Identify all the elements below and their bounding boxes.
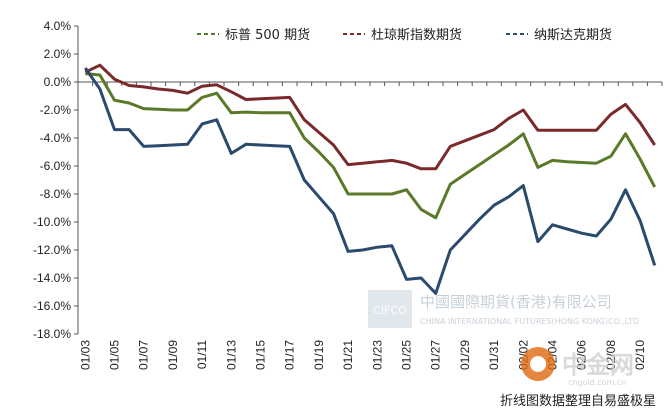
legend-label-1: 杜琼斯指数期货 (371, 27, 462, 43)
y-tick-label: 2.0% (44, 47, 72, 61)
x-tick-label: 01/19 (312, 340, 326, 370)
x-tick-label: 02/10 (633, 340, 647, 370)
source-caption: 折线图数据整理自易盛极星 (500, 394, 656, 409)
x-tick-label: 01/31 (487, 340, 501, 370)
company-watermark: CIFCO 中國國際期貨(香港)有限公司 CHINA INTERNATIONAL… (368, 290, 639, 328)
legend-label-2: 纳斯达克期货 (534, 27, 612, 43)
x-tick-label: 01/05 (108, 340, 122, 370)
x-axis-ticks: 01/03 01/05 01/07 01/09 01/11 01/13 01/15 01/17… (77, 82, 663, 370)
y-tick-label: -18.0% (33, 327, 71, 341)
x-tick-label: 01/17 (283, 340, 297, 370)
site-logo-icon-inner (530, 356, 546, 372)
legend-label-0: 标普 500 期货 (225, 27, 310, 43)
x-tick-label: 01/13 (224, 340, 238, 370)
x-tick-label: 01/11 (195, 340, 209, 369)
series-line-2 (84, 67, 657, 295)
y-tick-label: -10.0% (33, 215, 71, 229)
x-tick-label: 02/06 (575, 340, 589, 370)
y-tick-label: -12.0% (33, 243, 71, 257)
y-axis-ticks: 4.0% 2.0% 0.0% -2.0% -4.0% -6.0% -8.0% -10.0% -1… (33, 19, 78, 341)
cifco-logo-block (368, 290, 412, 328)
x-tick-label: 02/08 (604, 340, 618, 370)
x-tick-label: 01/21 (341, 340, 355, 370)
x-tick-label: 01/23 (370, 340, 384, 370)
site-logo-name: 中金网 (562, 351, 634, 379)
site-logo-url: cngold.com.cn (568, 378, 626, 387)
y-tick-label: 0.0% (44, 75, 72, 89)
legend: 标普 500 期货 杜琼斯指数期货 纳斯达克期货 (197, 27, 612, 43)
x-tick-label: 01/07 (137, 340, 151, 370)
site-logo: 中金网 cngold.com.cn (521, 347, 634, 387)
series-line-1 (84, 63, 656, 171)
series-group (84, 63, 657, 295)
y-tick-label: -6.0% (40, 159, 72, 173)
y-tick-label: -16.0% (33, 299, 71, 313)
y-tick-label: -14.0% (33, 271, 71, 285)
x-tick-label: 01/25 (400, 340, 414, 370)
x-tick-label: 01/15 (254, 340, 268, 370)
y-tick-label: -8.0% (40, 187, 72, 201)
x-tick-label: 01/29 (458, 340, 472, 370)
y-tick-label: 4.0% (44, 19, 72, 33)
y-tick-label: -2.0% (40, 103, 72, 117)
cifco-logo-text: CIFCO (373, 304, 407, 317)
watermark-company-cn: 中國國際期貨(香港)有限公司 (420, 293, 612, 311)
y-tick-label: -4.0% (40, 131, 72, 145)
watermark-company-en: CHINA INTERNATIONAL FUTURES(HONG KONG)CO… (420, 317, 639, 326)
x-tick-label: 01/03 (78, 340, 92, 370)
x-tick-label: 01/27 (429, 340, 443, 370)
series-line-0 (85, 72, 657, 220)
x-tick-label: 01/09 (166, 340, 180, 370)
